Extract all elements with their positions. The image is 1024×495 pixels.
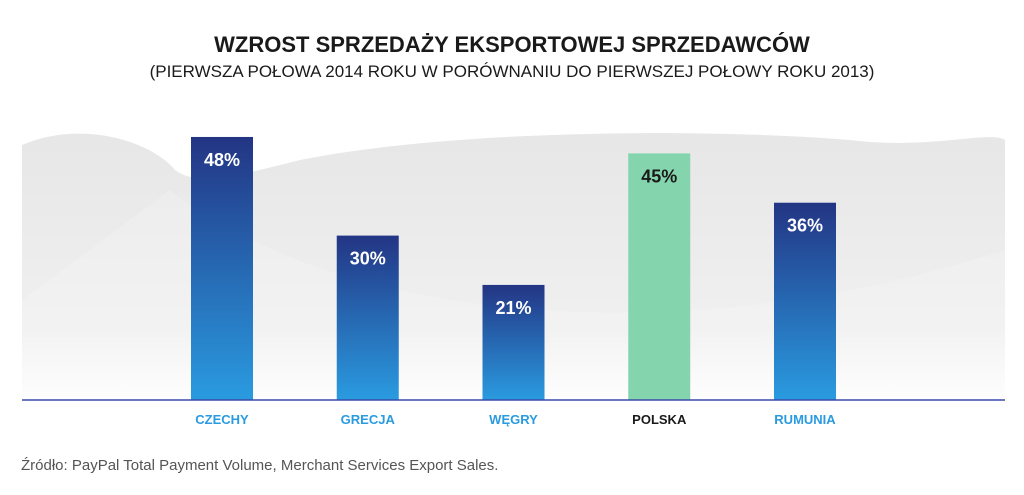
- category-label-węgry: WĘGRY: [489, 412, 538, 427]
- category-label-polska: POLSKA: [632, 412, 687, 427]
- category-label-czechy: CZECHY: [195, 412, 249, 427]
- value-label-polska: 45%: [641, 166, 677, 186]
- category-label-rumunia: RUMUNIA: [774, 412, 836, 427]
- bar-czechy: [191, 136, 253, 400]
- chart-subtitle: (PIERWSZA POŁOWA 2014 ROKU W PORÓWNANIU …: [149, 62, 875, 81]
- chart-title: WZROST SPRZEDAŻY EKSPORTOWEJ SPRZEDAWCÓW: [214, 32, 810, 57]
- value-label-czechy: 48%: [204, 150, 240, 170]
- value-label-rumunia: 36%: [787, 216, 823, 236]
- value-label-węgry: 21%: [495, 298, 531, 318]
- bar-polska: [628, 153, 691, 400]
- bar-rumunia: [774, 202, 836, 400]
- source-note: Źródło: PayPal Total Payment Volume, Mer…: [21, 457, 499, 474]
- bar-węgry: [482, 284, 545, 400]
- bar-grecja: [336, 235, 399, 400]
- category-label-grecja: GRECJA: [341, 412, 396, 427]
- value-label-grecja: 30%: [350, 249, 386, 269]
